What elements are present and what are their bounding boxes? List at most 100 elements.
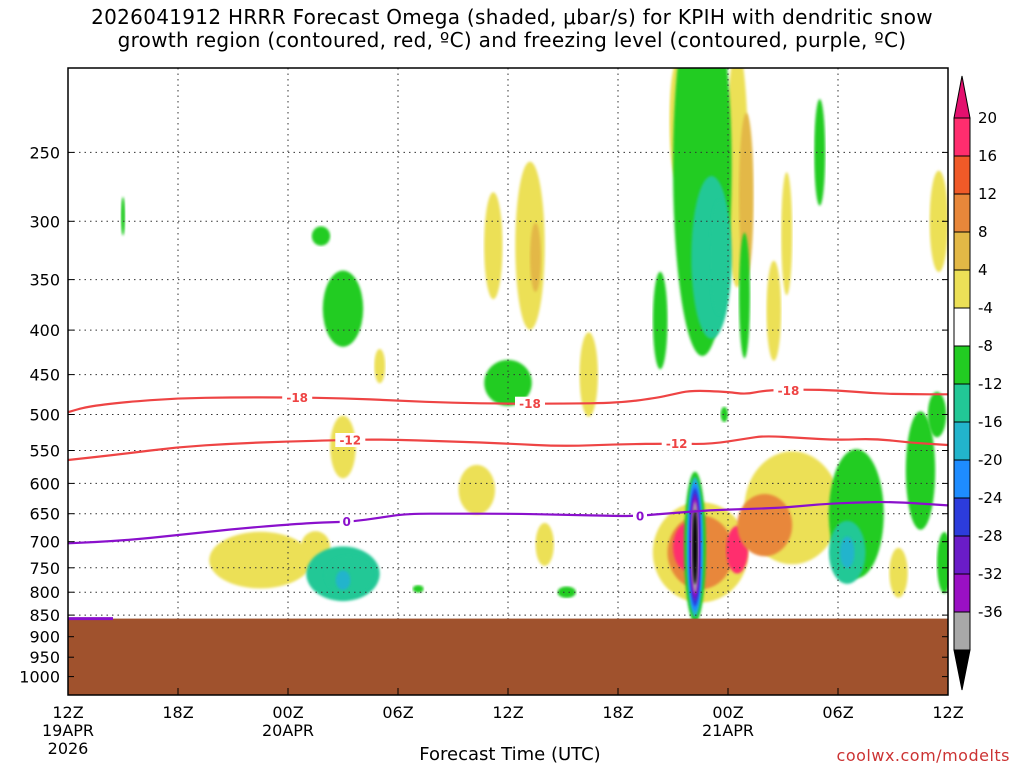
colorbar-label: -4 <box>978 299 993 317</box>
colorbar-swatch <box>953 421 971 461</box>
colorbar-swatch <box>953 155 971 195</box>
x-tick-label: 00Z <box>272 703 303 722</box>
chart-title: 2026041912 HRRR Forecast Omega (shaded, … <box>0 6 1024 52</box>
omega-cell <box>412 585 424 593</box>
x-tick-date-label: 19APR <box>42 721 94 740</box>
colorbar-label: 16 <box>978 147 997 165</box>
omega-cell <box>335 570 351 590</box>
contour-label-background <box>282 390 313 405</box>
contour-line <box>68 435 948 462</box>
x-axis-label: Forecast Time (UTC) <box>419 744 601 765</box>
credit-text: coolwx.com/modelts <box>836 746 1010 765</box>
omega-cell <box>781 172 793 296</box>
omega-cell <box>120 197 126 236</box>
colorbar-label: -12 <box>978 375 1003 393</box>
colorbar-label: -16 <box>978 413 1003 431</box>
contour-label-background <box>339 514 354 529</box>
omega-cell <box>739 112 754 278</box>
y-axis: 250 300 350 400 450 500 550 600 650 700 750 800 850 9… <box>19 143 948 687</box>
omega-cell <box>929 170 948 272</box>
colorbar-swatch <box>953 345 971 385</box>
colorbar-label: 4 <box>978 261 988 279</box>
colorbar-label: -8 <box>978 337 993 355</box>
contour-label: -18 <box>778 384 800 398</box>
omega-cell <box>692 509 698 585</box>
x-tick-label: 12Z <box>52 703 83 722</box>
omega-cell <box>209 531 312 589</box>
colorbar-swatch <box>953 459 971 499</box>
colorbar-label: -20 <box>978 451 1003 469</box>
omega-cell <box>839 536 855 569</box>
omega-cell <box>766 260 782 361</box>
omega-cell <box>579 332 598 417</box>
colorbar-swatch <box>953 573 971 613</box>
colorbar-label: -36 <box>978 603 1003 621</box>
colorbar-label: 8 <box>978 223 988 241</box>
y-tick-label: 600 <box>29 474 60 493</box>
omega-cell <box>530 222 541 292</box>
colorbar-label: -24 <box>978 489 1003 507</box>
contour-line <box>68 500 948 545</box>
omega-cell <box>937 532 948 594</box>
omega-cell <box>905 411 936 530</box>
x-tick-label: 18Z <box>162 703 193 722</box>
colorbar-swatch <box>953 117 971 157</box>
omega-cell <box>737 493 793 557</box>
omega-cell <box>814 99 826 206</box>
omega-cell <box>311 226 331 246</box>
omega-cell <box>709 199 728 316</box>
omega-cell <box>739 232 750 359</box>
colorbar: 20 16 12 8 4 -4 -8 -12 -16 -20 -24 -28 -32 -36 <box>953 75 1003 691</box>
colorbar-swatch <box>953 269 971 309</box>
y-tick-label: 1000 <box>19 668 60 687</box>
contour-label: -12 <box>339 434 361 448</box>
contour-label-background <box>773 383 804 398</box>
y-tick-label: 550 <box>29 442 60 461</box>
y-tick-label: 450 <box>29 366 60 385</box>
contour-label-background <box>515 396 545 411</box>
omega-cell <box>652 271 668 370</box>
omega-cell <box>889 547 908 598</box>
colorbar-swatch <box>953 497 971 537</box>
title-line-2: growth region (contoured, red, ºC) and f… <box>117 28 907 52</box>
omega-cell <box>720 406 728 423</box>
y-tick-label: 900 <box>29 628 60 647</box>
terrain-fill <box>68 618 948 695</box>
plot-area: -18 -18 -18 -12 -12 0 0 <box>67 67 949 696</box>
contour-label-background <box>633 509 647 523</box>
y-tick-label: 400 <box>29 321 60 340</box>
colorbar-swatch <box>953 535 971 575</box>
omega-cell <box>374 348 386 384</box>
colorbar-swatch <box>953 231 971 271</box>
omega-cell <box>484 192 503 300</box>
omega-cell <box>535 522 554 566</box>
x-tick-year-label: 2026 <box>48 739 89 758</box>
terrain <box>68 617 948 695</box>
colorbar-swatch <box>953 611 971 651</box>
colorbar-label: -32 <box>978 565 1003 583</box>
y-tick-label: 950 <box>29 648 60 667</box>
y-tick-label: 750 <box>29 559 60 578</box>
y-tick-label: 850 <box>29 606 60 625</box>
omega-cell <box>557 586 576 598</box>
y-tick-label: 650 <box>29 505 60 524</box>
colorbar-bottom-arrow <box>953 649 971 691</box>
colorbar-label: -28 <box>978 527 1003 545</box>
x-tick-label: 12Z <box>932 703 963 722</box>
title-line-1: 2026041912 HRRR Forecast Omega (shaded, … <box>91 5 933 29</box>
y-tick-label: 300 <box>29 212 60 231</box>
y-tick-label: 500 <box>29 406 60 425</box>
contour-label: 0 <box>636 510 644 524</box>
contour-label: -12 <box>666 437 688 451</box>
contour-label: -18 <box>519 397 541 411</box>
contour-lines: -18 -18 -18 -12 -12 0 0 <box>68 383 948 545</box>
x-tick-date-label: 20APR <box>262 721 314 740</box>
contour-label-background <box>335 433 366 447</box>
omega-cell <box>322 270 364 347</box>
x-tick-label: 06Z <box>382 703 413 722</box>
colorbar-swatch <box>953 193 971 233</box>
omega-cell <box>458 464 496 515</box>
colorbar-swatch <box>953 383 971 423</box>
colorbar-label: 12 <box>978 185 997 203</box>
